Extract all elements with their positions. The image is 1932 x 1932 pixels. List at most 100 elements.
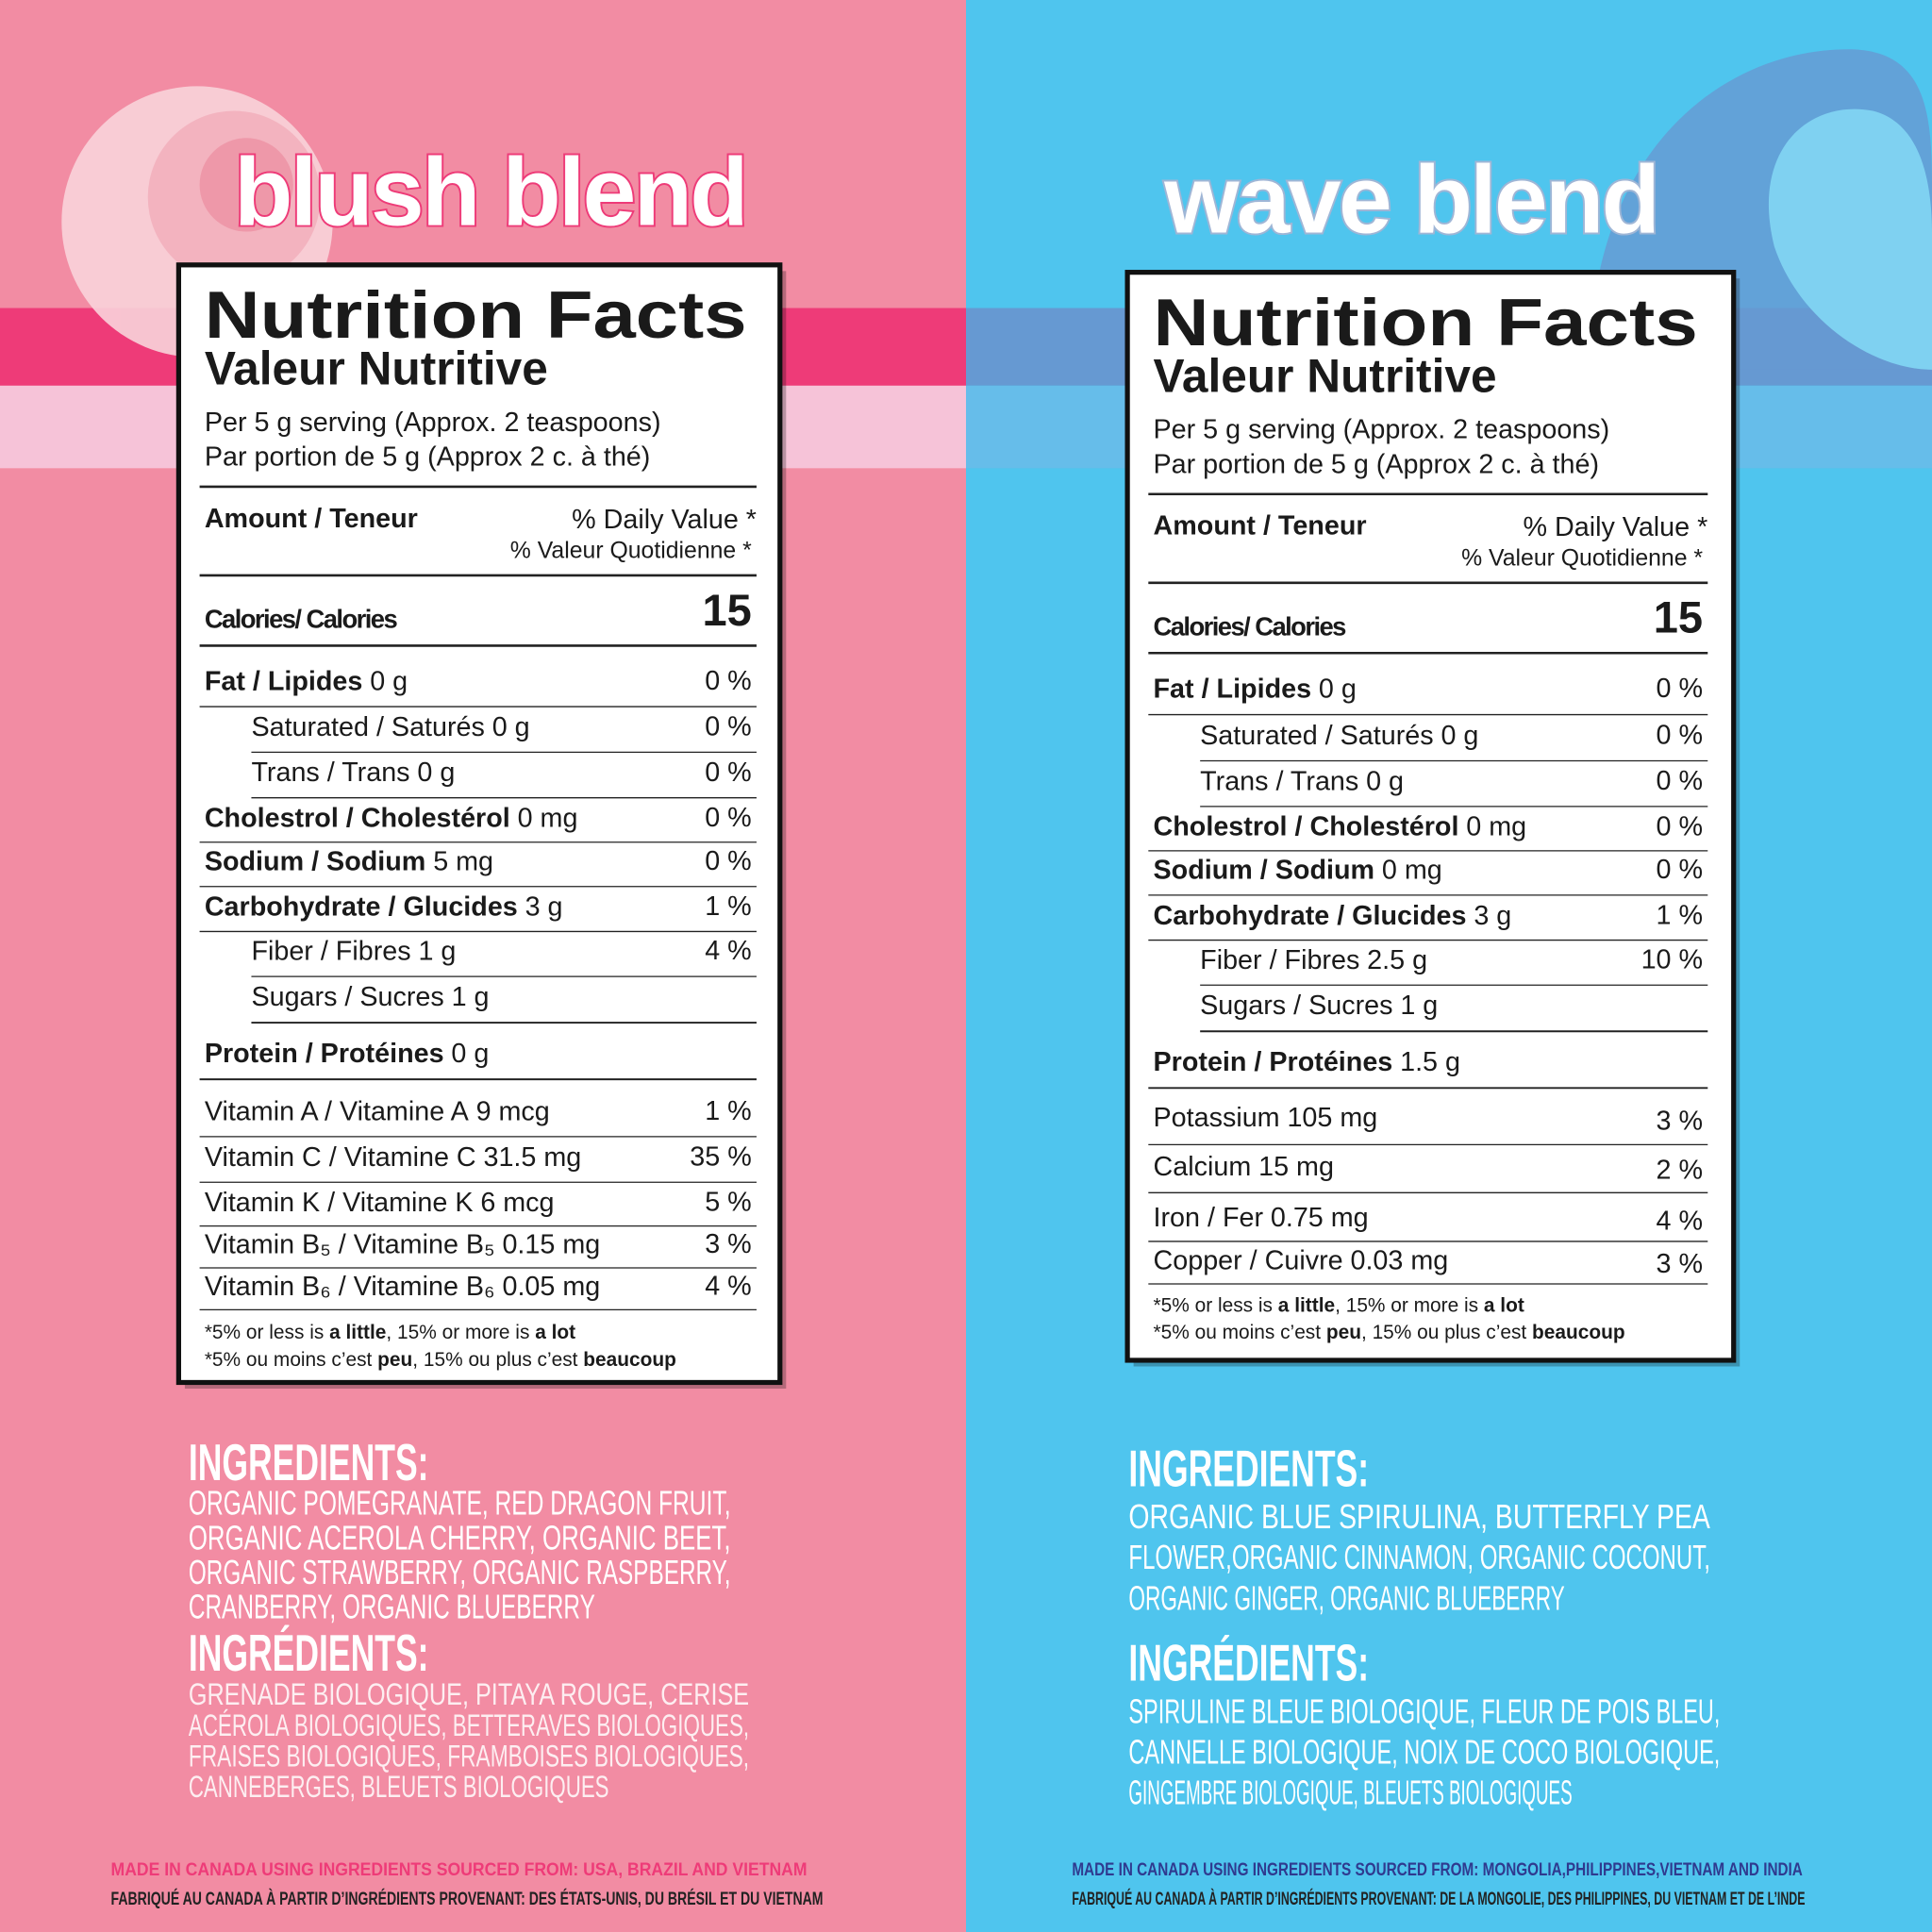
nutrition-box bbox=[1124, 270, 1737, 1363]
nutrient-dv: 0 % bbox=[1657, 811, 1704, 841]
footnote-part: a little bbox=[1278, 1294, 1335, 1316]
nutrient-dv: 4 % bbox=[705, 1271, 752, 1301]
footnote-part: , 15% or more is bbox=[386, 1322, 535, 1343]
nutrient-row: Fiber / Fibres 1 g bbox=[251, 936, 456, 966]
nf-heading: Nutrition Facts bbox=[205, 277, 747, 352]
calories-value: 15 bbox=[702, 585, 751, 635]
nutrient-row: Carbohydrate / Glucides 3 g bbox=[1154, 900, 1512, 930]
nutrient-row: Fiber / Fibres 2.5 g bbox=[1200, 944, 1427, 974]
origin-en: MADE IN CANADA USING INGREDIENTS SOURCED… bbox=[1072, 1859, 1803, 1880]
ingredients-line: ORGANIC ACEROLA CHERRY, ORGANIC BEET, bbox=[189, 1518, 731, 1557]
nutrient-dv: 0 % bbox=[705, 846, 752, 876]
nutrient-name: Protein / Protéines bbox=[1154, 1047, 1393, 1077]
nutrient-dv: 2 % bbox=[1657, 1156, 1704, 1186]
ingredients-heading: INGRÉDIENTS: bbox=[1128, 1634, 1369, 1692]
nutrient-row: Fat / Lipides 0 g bbox=[205, 666, 408, 696]
nutrient-name: Fat / Lipides bbox=[1154, 674, 1312, 704]
footnote: *5% ou moins c’est peu, 15% ou plus c’es… bbox=[205, 1348, 676, 1370]
ingredients-line: FLOWER,ORGANIC CINNAMON, ORGANIC COCONUT… bbox=[1128, 1538, 1709, 1576]
nutrient-dv: 1 % bbox=[705, 1096, 752, 1126]
nutrient-name: Copper / Cuivre bbox=[1154, 1245, 1343, 1275]
nutrient-amount: 0.05 mg bbox=[502, 1271, 600, 1301]
calories-label: Calories/ Calories bbox=[205, 605, 398, 634]
nf-subheading: Valeur Nutritive bbox=[205, 342, 548, 395]
footnote-part: a lot bbox=[1484, 1294, 1524, 1316]
nutrient-row: Protein / Protéines 1.5 g bbox=[1154, 1047, 1460, 1077]
nutrient-name: Fat / Lipides bbox=[205, 666, 363, 696]
nutrient-amount: 1 g bbox=[1400, 991, 1438, 1021]
nutrient-dv: 1 % bbox=[705, 891, 752, 922]
nutrient-row: Vitamin B₅ / Vitamine B₅ 0.15 mg bbox=[205, 1229, 600, 1259]
origin-fr: FABRIQUÉ AU CANADA À PARTIR D’INGRÉDIENT… bbox=[1072, 1888, 1805, 1909]
nutrient-dv: 10 % bbox=[1641, 944, 1703, 974]
nf-subheading: Valeur Nutritive bbox=[1154, 349, 1497, 402]
ingredients-heading: INGRÉDIENTS: bbox=[189, 1624, 429, 1682]
footnote-part: a little bbox=[329, 1322, 386, 1343]
calories-value: 15 bbox=[1654, 592, 1703, 642]
nutrient-name: Carbohydrate / Glucides bbox=[205, 891, 518, 922]
nutrient-name: Vitamin A / Vitamine A bbox=[205, 1096, 470, 1126]
nutrient-dv: 35 % bbox=[690, 1141, 751, 1172]
serving: Per 5 g serving (Approx. 2 teaspoons) bbox=[1154, 415, 1610, 445]
serving: Per 5 g serving (Approx. 2 teaspoons) bbox=[205, 408, 661, 438]
nutrient-amount: 3 g bbox=[1474, 900, 1511, 930]
nutrient-row: Trans / Trans 0 g bbox=[251, 758, 455, 788]
nutrient-amount: 0 g bbox=[1366, 766, 1404, 796]
footnote: *5% or less is a little, 15% or more is … bbox=[1154, 1294, 1524, 1316]
nutrient-row: Iron / Fer 0.75 mg bbox=[1154, 1202, 1369, 1232]
nutrient-name: Trans / Trans bbox=[1200, 766, 1358, 796]
nutrient-row: Cholestrol / Cholestérol 0 mg bbox=[1154, 811, 1527, 841]
dv-header: % Daily Value * bbox=[572, 505, 757, 535]
nutrient-amount: 105 mg bbox=[1287, 1103, 1377, 1133]
nutrient-name: Fiber / Fibres bbox=[1200, 944, 1359, 974]
nutrient-row: Cholestrol / Cholestérol 0 mg bbox=[205, 803, 578, 833]
nutrient-name: Protein / Protéines bbox=[205, 1039, 444, 1069]
origin-en: MADE IN CANADA USING INGREDIENTS SOURCED… bbox=[111, 1859, 808, 1880]
nutrient-row: Vitamin C / Vitamine C 31.5 mg bbox=[205, 1141, 581, 1172]
nutrient-name: Cholestrol / Cholestérol bbox=[205, 803, 510, 833]
footnote-part: peu bbox=[377, 1348, 412, 1370]
nutrient-name: Cholestrol / Cholestérol bbox=[1154, 811, 1459, 841]
nutrient-dv: 0 % bbox=[705, 803, 752, 833]
nutrient-dv: 3 % bbox=[1657, 1249, 1704, 1279]
ingredients-line: CRANBERRY, ORGANIC BLUEBERRY bbox=[189, 1587, 595, 1625]
nutrient-row: Sugars / Sucres 1 g bbox=[251, 982, 489, 1012]
nutrient-row: Saturated / Saturés 0 g bbox=[1200, 721, 1478, 751]
serving: Par portion de 5 g (Approx 2 c. à thé) bbox=[1154, 449, 1600, 479]
nutrient-dv: 1 % bbox=[1657, 900, 1704, 930]
nutrient-name: Fiber / Fibres bbox=[251, 936, 410, 966]
nutrient-amount: 0 g bbox=[1319, 674, 1357, 704]
footnote: *5% or less is a little, 15% or more is … bbox=[205, 1322, 575, 1343]
nutrient-amount: 5 mg bbox=[433, 846, 493, 876]
nutrient-amount: 0.75 mg bbox=[1271, 1202, 1369, 1232]
blend-title: blush blend bbox=[234, 138, 746, 245]
nutrient-dv: 0 % bbox=[1657, 721, 1704, 751]
amount-header: Amount / Teneur bbox=[205, 504, 418, 534]
footnote-part: , 15% or more is bbox=[1335, 1294, 1484, 1316]
nutrient-amount: 31.5 mg bbox=[483, 1141, 581, 1172]
footnote-part: a lot bbox=[535, 1322, 575, 1343]
nutrient-row: Sugars / Sucres 1 g bbox=[1200, 991, 1438, 1021]
nutrient-row: Protein / Protéines 0 g bbox=[205, 1039, 490, 1069]
footnote-part: , 15% ou plus c’est bbox=[1361, 1322, 1532, 1343]
footnote-part: *5% ou moins c’est bbox=[205, 1348, 377, 1370]
nutrient-amount: 0 mg bbox=[1382, 855, 1442, 885]
nutrient-name: Vitamin C / Vitamine C bbox=[205, 1141, 476, 1172]
nutrient-amount: 1.5 g bbox=[1400, 1047, 1460, 1077]
nutrient-dv: 0 % bbox=[1657, 674, 1704, 704]
rose-decoration bbox=[61, 86, 333, 358]
nutrient-dv: 0 % bbox=[705, 758, 752, 788]
nutrient-row: Calcium 15 mg bbox=[1154, 1152, 1334, 1182]
nutrient-amount: 0 g bbox=[370, 666, 408, 696]
nutrient-row: Sodium / Sodium 0 mg bbox=[1154, 855, 1442, 885]
ingredients-line: CANNELLE BIOLOGIQUE, NOIX DE COCO BIOLOG… bbox=[1128, 1733, 1720, 1772]
ingredients-line: ACÉROLA BIOLOGIQUES, BETTERAVES BIOLOGIQ… bbox=[189, 1707, 749, 1742]
nutrient-row: Fat / Lipides 0 g bbox=[1154, 674, 1357, 704]
nutrient-amount: 1 g bbox=[418, 936, 456, 966]
nutrient-amount: 0 g bbox=[1441, 721, 1478, 751]
footnote-part: *5% or less is bbox=[1154, 1294, 1278, 1316]
nutrient-name: Vitamin B₅ / Vitamine B₅ bbox=[205, 1229, 495, 1259]
nutrient-dv: 3 % bbox=[705, 1229, 752, 1259]
